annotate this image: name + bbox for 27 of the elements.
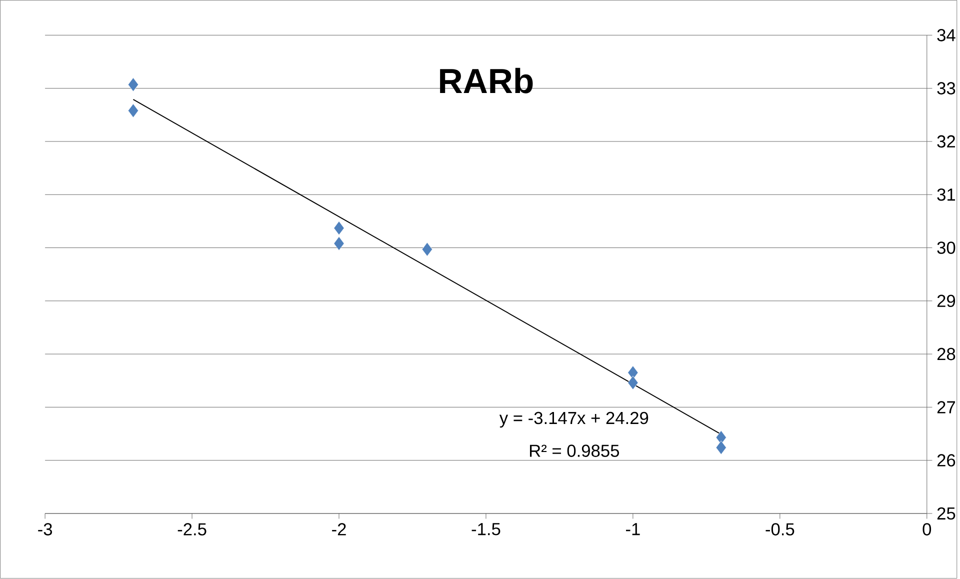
y-tick-label: 25 xyxy=(937,508,956,520)
point xyxy=(334,236,344,251)
point xyxy=(128,104,139,118)
y-tick-label: 26 xyxy=(937,454,956,467)
y-tick-label: 28 xyxy=(937,348,956,360)
y-tick-label: 27 xyxy=(937,401,955,414)
y-tick-label: 30 xyxy=(937,242,956,254)
x-tick-label: 0 xyxy=(922,523,932,536)
y-tick-label: 29 xyxy=(937,294,956,308)
x-tick-label: -2.5 xyxy=(178,523,206,536)
x-tick-label: -1 xyxy=(626,523,640,536)
x-tick-label: -1.5 xyxy=(472,523,500,536)
x-tick-label: -0.5 xyxy=(766,523,794,536)
point xyxy=(422,242,432,257)
annotation: R² = 0.9855 xyxy=(530,444,619,458)
point xyxy=(334,221,344,236)
point xyxy=(628,376,638,390)
point xyxy=(716,440,726,455)
y-tick-label: 33 xyxy=(937,82,956,95)
text: RARb xyxy=(440,68,533,94)
y-tick-label: 32 xyxy=(937,135,955,148)
x-tick-label: -3 xyxy=(38,523,52,536)
annotation: y = -3.147x + 24.29 xyxy=(499,412,648,428)
y-tick-label: 31 xyxy=(937,188,956,201)
x-tick-label: -2 xyxy=(332,523,346,536)
y-tick-label: 34 xyxy=(937,29,956,42)
point xyxy=(128,78,139,92)
